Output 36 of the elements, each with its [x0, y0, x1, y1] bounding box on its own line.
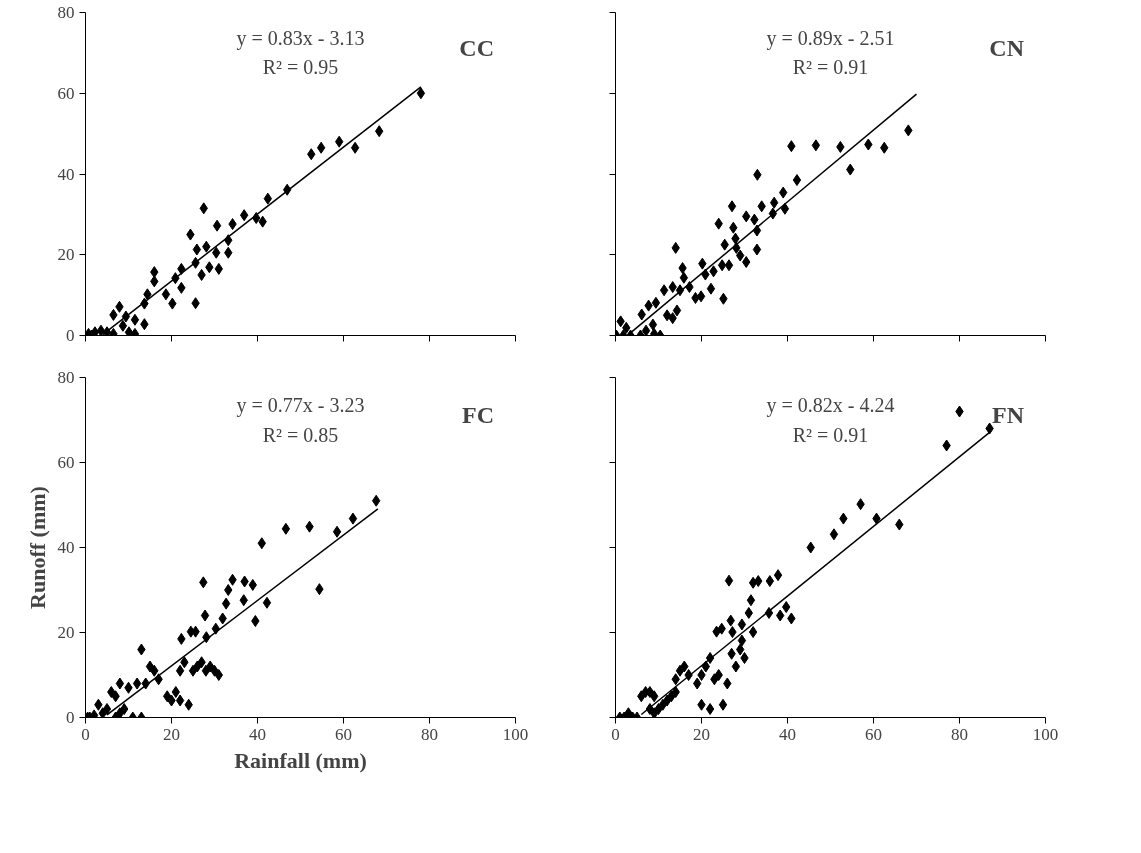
- x-tick-label: 20: [693, 724, 710, 744]
- y-tick-label: 0: [66, 326, 75, 345]
- y-tick-label: 20: [57, 623, 75, 642]
- y-tick-label: 20: [57, 245, 75, 265]
- annotation: R² = 0.91: [792, 56, 869, 79]
- y-axis-title: Runoff (mm): [24, 486, 50, 609]
- x-tick-label: 100: [1032, 724, 1059, 744]
- x-tick-label: 0: [81, 724, 90, 744]
- x-tick-label: 80: [421, 724, 438, 744]
- x-tick-label: 0: [611, 724, 620, 744]
- annotation: y = 0.89x - 2.51: [766, 27, 895, 51]
- text: CN: [989, 35, 1025, 62]
- x-axis-title: Rainfall (mm): [234, 747, 367, 773]
- x-tick-label: 20: [163, 724, 180, 744]
- annotation: R² = 0.85: [262, 424, 339, 447]
- annotation: R² = 0.95: [262, 56, 339, 79]
- annotation: R² = 0.91: [792, 424, 869, 447]
- text: FC: [462, 401, 495, 428]
- x-tick-label: 60: [865, 724, 882, 744]
- y-tick-label: 0: [66, 708, 75, 727]
- text: FN: [992, 401, 1025, 428]
- annotation: y = 0.77x - 3.23: [236, 393, 365, 417]
- y-tick-label: 60: [57, 453, 75, 472]
- y-tick-label: 80: [57, 3, 75, 22]
- x-tick-label: 40: [779, 724, 796, 744]
- x-tick-label: 60: [335, 724, 352, 744]
- x-tick-label: 100: [502, 724, 529, 744]
- annotation: y = 0.83x - 3.13: [236, 27, 365, 51]
- text: CC: [459, 35, 495, 62]
- y-tick-label: 80: [57, 368, 75, 387]
- x-tick-label: 40: [249, 724, 266, 744]
- y-tick-label: 40: [57, 164, 75, 184]
- annotation: y = 0.82x - 4.24: [766, 393, 895, 417]
- y-tick-label: 40: [57, 538, 75, 557]
- x-tick-label: 80: [951, 724, 968, 744]
- y-tick-label: 60: [57, 83, 75, 103]
